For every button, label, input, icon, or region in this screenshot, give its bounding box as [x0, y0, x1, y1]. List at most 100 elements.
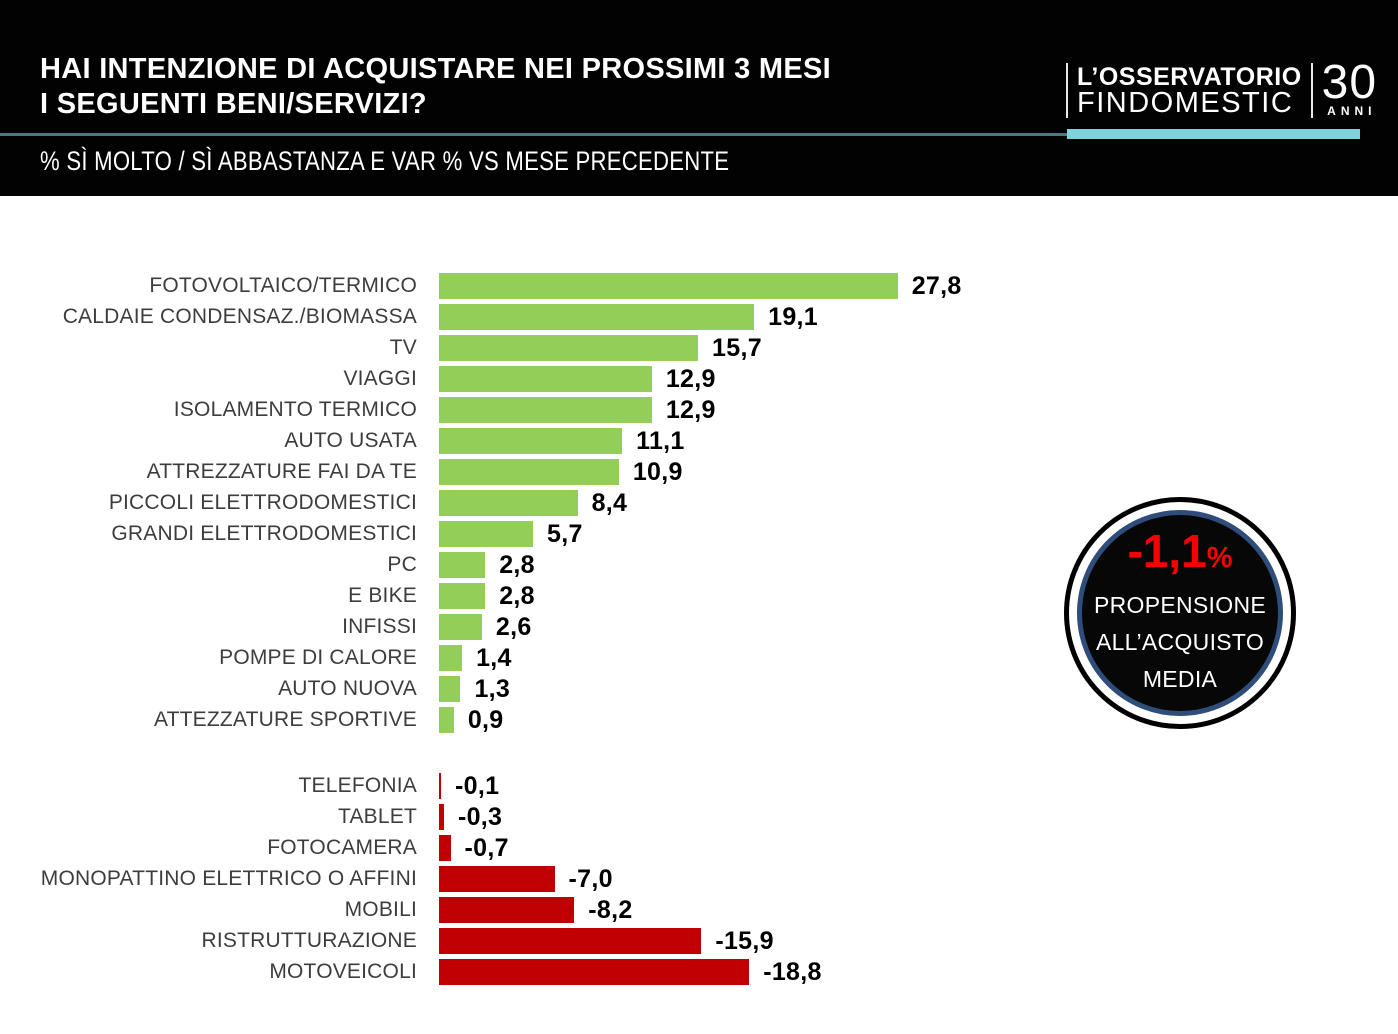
bar-row: CALDAIE CONDENSAZ./BIOMASSA 19,1 [0, 302, 1050, 331]
value-bar [439, 773, 441, 799]
value-bar [439, 335, 699, 361]
value-bar [439, 676, 461, 702]
value-label: -0,7 [464, 833, 509, 862]
bar-row: FOTOVOLTAICO/TERMICO 27,8 [0, 271, 1050, 300]
header: HAI INTENZIONE DI ACQUISTARE NEI PROSSIM… [0, 0, 1398, 196]
value-bar [439, 521, 534, 547]
page-title-line1: HAI INTENZIONE DI ACQUISTARE NEI PROSSIM… [40, 53, 832, 85]
bar-row: VIAGGI 12,9 [0, 364, 1050, 393]
value-bar [439, 428, 623, 454]
value-bar [439, 397, 652, 423]
value-label: 12,9 [665, 364, 716, 393]
logo-separator-rule [1310, 63, 1313, 118]
bar-row: MONOPATTINO ELETTRICO O AFFINI -7,0 [0, 865, 1050, 893]
category-label: FOTOVOLTAICO/TERMICO [149, 274, 417, 297]
logo-findomestic-text: FINDOMESTIC [1077, 87, 1294, 119]
bar-row: TV 15,7 [0, 333, 1050, 362]
value-label: 19,1 [768, 302, 818, 331]
value-label: 11,1 [636, 426, 685, 455]
bar-row: PICCOLI ELETTRODOMESTICI 8,4 [0, 489, 1050, 517]
value-label: 10,9 [632, 457, 683, 486]
bar-row: RISTRUTTURAZIONE -15,9 [0, 927, 1050, 955]
badge-label-line1: PROPENSIONE [1093, 592, 1266, 618]
value-label: 5,7 [547, 519, 583, 548]
value-bar [439, 552, 486, 578]
category-label: MONOPATTINO ELETTRICO O AFFINI [40, 867, 417, 890]
bar-row: POMPE DI CALORE 1,4 [0, 643, 1050, 672]
badge-label-line3: MEDIA [1142, 666, 1218, 692]
category-label: TABLET [338, 805, 417, 828]
bar-chart: FOTOVOLTAICO/TERMICO 27,8 CALDAIE CONDEN… [0, 271, 1050, 990]
logo-osservatorio-text: L’OSSERVATORIO [1077, 63, 1302, 91]
bar-row: FOTOCAMERA -0,7 [0, 833, 1050, 862]
value-bar [439, 490, 578, 516]
logo-anniversary: 30 ANNI [1321, 56, 1378, 119]
value-bar [439, 614, 482, 640]
category-label: PC [387, 553, 417, 576]
value-label: 0,9 [467, 705, 504, 734]
value-bar [439, 804, 444, 830]
value-label: -18,8 [763, 957, 822, 986]
chart-subtitle: % SÌ MOLTO / SÌ ABBASTANZA E VAR % VS ME… [40, 146, 730, 176]
value-label: 12,9 [665, 395, 716, 424]
propensity-badge: -1,1% PROPENSIONE ALL’ACQUISTO MEDIA [1064, 497, 1296, 729]
category-label: VIAGGI [343, 367, 417, 390]
badge-value-number: -1,1 [1127, 525, 1207, 577]
category-label: ATTREZZATURE FAI DA TE [146, 460, 417, 483]
bar-row: TABLET -0,3 [0, 802, 1050, 831]
value-bar [439, 366, 652, 392]
bar-row: MOTOVEICOLI -18,8 [0, 957, 1050, 986]
value-label: 27,8 [911, 271, 962, 300]
bar-row: ATTEZZATURE SPORTIVE 0,9 [0, 705, 1050, 734]
value-bar [439, 459, 619, 485]
category-label: RISTRUTTURAZIONE [201, 929, 417, 952]
value-bar [439, 897, 575, 923]
value-bar [439, 645, 463, 671]
bar-row: MOBILI -8,2 [0, 895, 1050, 924]
value-label: 2,8 [499, 581, 535, 610]
header-divider-dark-teal [0, 133, 1068, 136]
value-bar [439, 928, 702, 954]
badge-value: -1,1% [1127, 528, 1232, 581]
bar-rows: FOTOVOLTAICO/TERMICO 27,8 CALDAIE CONDEN… [0, 271, 1050, 986]
value-label: 1,3 [474, 674, 511, 703]
findomestic-logo: L’OSSERVATORIO FINDOMESTIC 30 ANNI [1066, 56, 1378, 119]
bar-row: AUTO USATA 11,1 [0, 426, 1050, 455]
category-label: TV [389, 336, 417, 359]
category-label: ISOLAMENTO TERMICO [173, 398, 417, 421]
category-label: INFISSI [342, 615, 417, 638]
logo-wordmark: L’OSSERVATORIO FINDOMESTIC [1077, 63, 1302, 118]
header-divider-light-teal [1067, 129, 1360, 139]
value-label: 15,7 [712, 333, 762, 362]
value-label: -0,3 [457, 802, 503, 831]
category-label: AUTO USATA [284, 429, 417, 452]
value-label: 2,6 [495, 612, 532, 641]
value-label: 1,4 [476, 643, 512, 672]
category-label: E BIKE [348, 584, 417, 607]
category-label: POMPE DI CALORE [219, 646, 417, 669]
value-label: -8,2 [588, 895, 633, 924]
bar-row: GRANDI ELETTRODOMESTICI 5,7 [0, 519, 1050, 548]
bar-row: ISOLAMENTO TERMICO 12,9 [0, 395, 1050, 424]
value-bar [439, 959, 750, 985]
value-bar [439, 583, 486, 609]
category-label: AUTO NUOVA [278, 677, 417, 700]
badge-label-line2: ALL’ACQUISTO [1095, 629, 1265, 655]
category-label: ATTEZZATURE SPORTIVE [153, 708, 417, 731]
bar-row: PC 2,8 [0, 550, 1050, 579]
logo-30-number: 30 [1321, 56, 1378, 109]
value-bar [439, 866, 555, 892]
page-title-line2: I SEGUENTI BENI/SERVIZI? [40, 88, 427, 120]
value-label: 2,8 [499, 550, 535, 579]
value-label: -0,1 [455, 771, 500, 800]
value-bar [439, 835, 451, 861]
category-label: PICCOLI ELETTRODOMESTICI [108, 491, 417, 514]
badge-percent-sign: % [1206, 542, 1233, 574]
page-title: HAI INTENZIONE DI ACQUISTARE NEI PROSSIM… [40, 52, 831, 122]
category-label: MOBILI [344, 898, 417, 921]
bar-row: AUTO NUOVA 1,3 [0, 674, 1050, 703]
category-label: CALDAIE CONDENSAZ./BIOMASSA [62, 305, 417, 328]
value-bar [439, 304, 755, 330]
propensity-badge-inner: -1,1% PROPENSIONE ALL’ACQUISTO MEDIA [1077, 510, 1283, 716]
